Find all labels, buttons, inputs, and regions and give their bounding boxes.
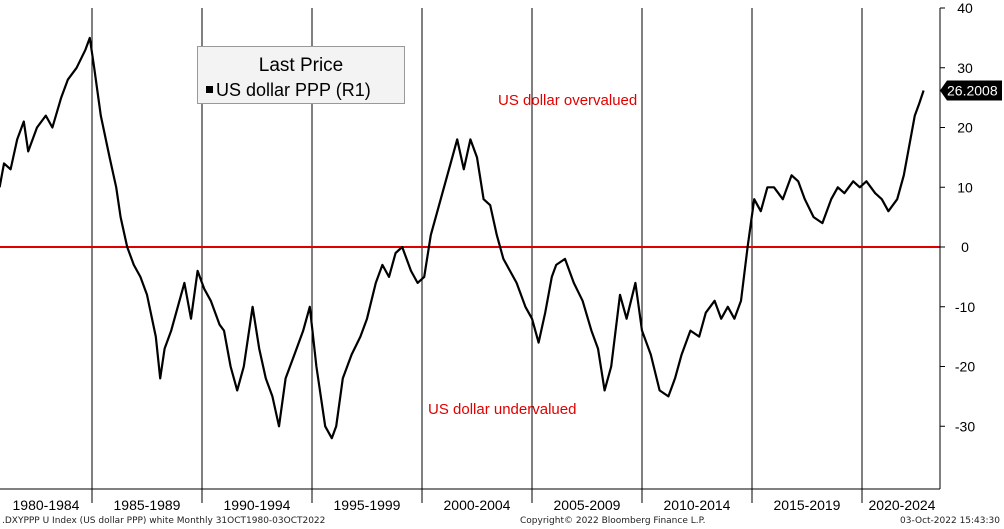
legend-title: Last Price [258,55,344,76]
annotation-overvalued: US dollar overvalued [498,92,638,109]
x-tick-label: 2010-2014 [664,497,731,513]
x-tick-label: 1980-1984 [13,497,80,513]
legend-entry: US dollar PPP (R1) [206,80,371,101]
legend: Last Price US dollar PPP (R1) [197,46,405,104]
y-tick-label: 0 [961,239,969,255]
y-tick-label: -20 [955,359,975,375]
x-tick-label: 2015-2019 [774,497,841,513]
y-tick-label: 10 [957,179,973,195]
legend-entry-label: US dollar PPP (R1) [216,80,371,100]
y-tick-label: -10 [955,299,975,315]
x-tick-label: 2020-2024 [869,497,936,513]
x-tick-label: 2005-2009 [554,497,621,513]
x-tick-label: 1990-1994 [224,497,291,513]
last-value-badge: 26.2008 [940,80,1002,101]
footer-timestamp: 03-Oct-2022 15:43:30 [900,516,1000,526]
x-tick-label: 1995-1999 [334,497,401,513]
footer-source: .DXYPPP U Index (US dollar PPP) white Mo… [2,516,326,526]
y-tick-label: 20 [957,120,973,136]
y-tick-label: -30 [955,418,975,434]
legend-swatch [206,85,213,93]
y-tick-label: 30 [957,60,973,76]
series-line-us-dollar-ppp [0,36,925,440]
x-axis-ticks: 1980-1984 1985-1989 1990-1994 1995-1999 2000… [13,497,936,513]
last-value-label: 26.2008 [947,82,998,98]
annotation-undervalued: US dollar undervalued [428,401,577,418]
y-axis-ticks: 40 30 20 10 0 -10 -20 -30 [939,0,975,489]
x-tick-label: 1985-1989 [114,497,181,513]
footer-copyright: Copyright© 2022 Bloomberg Finance L.P. [520,516,706,526]
y-tick-label: 40 [957,0,973,16]
x-tick-label: 2000-2004 [444,497,511,513]
